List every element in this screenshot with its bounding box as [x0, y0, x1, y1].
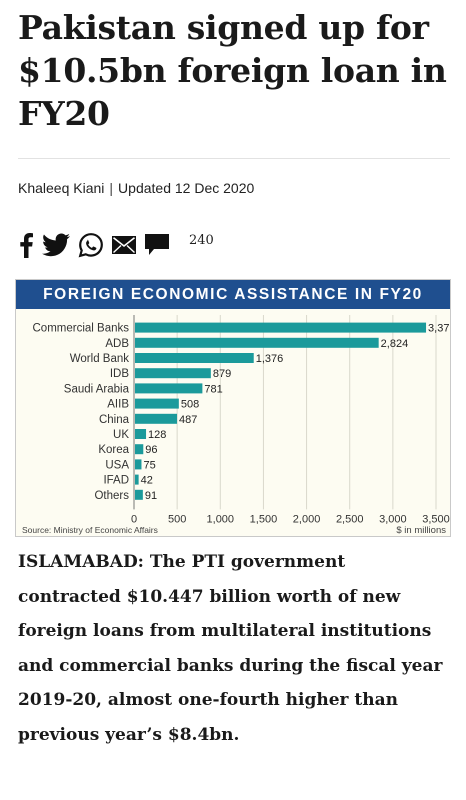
updated-date: Updated 12 Dec 2020 — [118, 180, 255, 196]
bar — [135, 474, 139, 485]
data-label: 487 — [179, 414, 197, 426]
author-link[interactable]: Khaleeq Kiani — [18, 180, 105, 196]
bar — [135, 429, 147, 439]
x-tick-label: 2,500 — [336, 513, 364, 525]
data-label: 879 — [213, 368, 231, 380]
category-label: IFAD — [103, 475, 129, 487]
data-label: 2,824 — [381, 338, 409, 350]
x-tick-label: 1,000 — [207, 513, 235, 525]
byline-separator: | — [109, 180, 114, 196]
article-body: ISLAMABAD: The PTI government contracted… — [18, 552, 443, 745]
category-label: UK — [113, 429, 129, 441]
data-label: 128 — [148, 429, 166, 441]
bar — [135, 489, 143, 500]
x-tick-label: 3,000 — [379, 513, 407, 525]
email-icon[interactable] — [112, 236, 136, 254]
bar — [135, 337, 379, 348]
whatsapp-icon[interactable] — [78, 232, 104, 258]
category-label: Korea — [98, 444, 129, 456]
data-label: 42 — [141, 475, 153, 487]
facebook-icon[interactable] — [18, 232, 34, 258]
unit-label: $ in millions — [396, 525, 446, 536]
chart-container: FOREIGN ECONOMIC ASSISTANCE IN FY20 0 500… — [15, 279, 451, 537]
data-label: 91 — [145, 490, 157, 502]
byline: Khaleeq Kiani | Updated 12 Dec 2020 — [18, 180, 254, 196]
data-label: 508 — [181, 399, 199, 411]
category-label: Commercial Banks — [33, 323, 130, 335]
share-bar — [18, 230, 178, 260]
twitter-icon[interactable] — [42, 233, 70, 257]
x-tick-label: 0 — [131, 513, 137, 525]
x-tick-label: 3,500 — [422, 513, 450, 525]
bar — [135, 383, 203, 394]
divider — [18, 158, 450, 159]
bar — [135, 413, 178, 424]
data-label: 1,376 — [256, 353, 284, 365]
x-tick-label: 1,500 — [250, 513, 278, 525]
category-label: IDB — [110, 368, 130, 380]
source-note: Source: Ministry of Economic Affairs — [22, 525, 158, 535]
category-label: Others — [94, 490, 129, 502]
bar — [135, 459, 142, 470]
x-tick-label: 500 — [168, 513, 186, 525]
data-label: 3,373 — [428, 323, 450, 335]
x-tick-label: 2,000 — [293, 513, 321, 525]
article-headline: Pakistan signed up for $10.5bn foreign l… — [18, 8, 447, 133]
data-label: 96 — [145, 444, 157, 456]
category-label: ADB — [105, 338, 129, 350]
bar — [135, 444, 144, 455]
bar — [135, 353, 254, 363]
bar — [135, 368, 211, 379]
bar-chart: 0 500 1,000 1,500 2,000 2,500 3,000 3,500 Commer… — [22, 315, 450, 536]
bar — [135, 322, 427, 333]
comment-count[interactable]: 240 — [189, 233, 214, 248]
category-label: AIIB — [107, 399, 129, 411]
data-label: 781 — [204, 383, 222, 395]
chart-title: FOREIGN ECONOMIC ASSISTANCE IN FY20 — [16, 280, 450, 309]
bar — [135, 398, 179, 409]
comment-icon[interactable] — [144, 233, 170, 257]
category-label: China — [99, 414, 130, 426]
category-label: World Bank — [70, 353, 129, 365]
category-label: Saudi Arabia — [64, 383, 130, 395]
data-label: 75 — [143, 459, 155, 471]
category-label: USA — [105, 459, 129, 471]
